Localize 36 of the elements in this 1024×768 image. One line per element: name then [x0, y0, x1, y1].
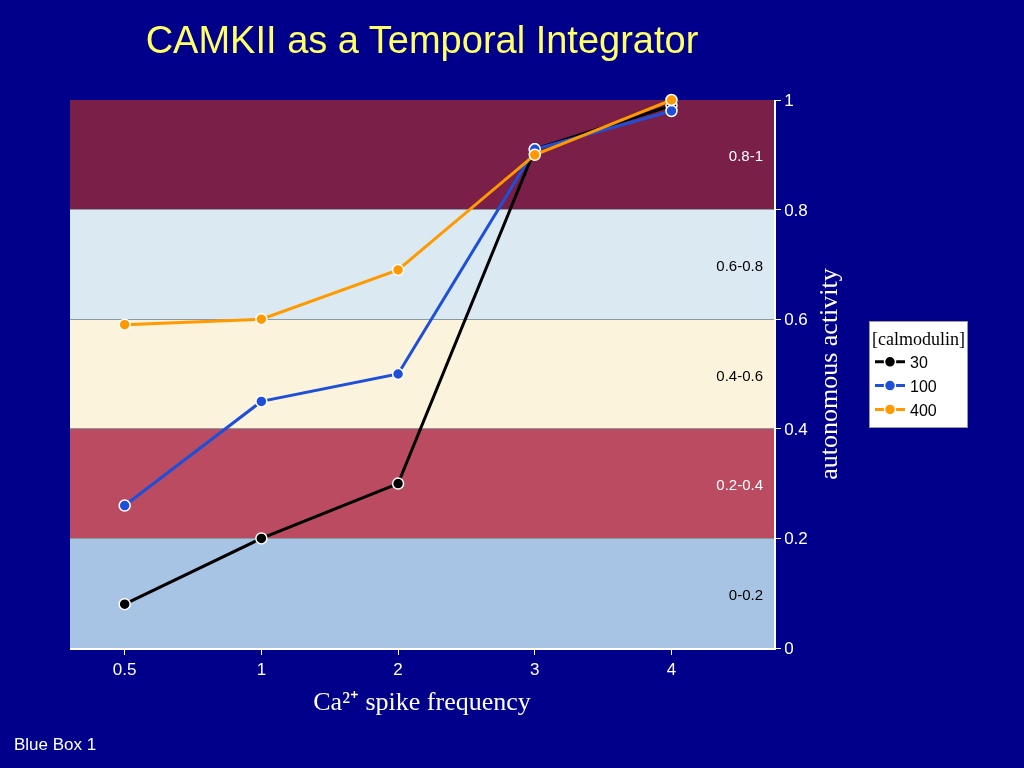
band-label: 0.4-0.6: [716, 366, 763, 384]
text: Blue Box 1: [14, 735, 97, 754]
x-tick-label: 2: [393, 660, 403, 680]
point: [118, 318, 131, 331]
y-tick-label: 0: [784, 638, 794, 658]
point: [528, 148, 542, 162]
legend-label: 30: [910, 354, 928, 372]
y-axis-title: autonomous activity: [813, 268, 843, 480]
band-label: 0-0.2: [728, 585, 763, 603]
x-tick-label: 3: [530, 660, 540, 680]
x-axis-title: Ca²⁺ spike frequency: [313, 687, 531, 717]
point: [118, 597, 131, 611]
point: [255, 532, 268, 545]
chart-title: CAMKII as a Temporal Integrator: [145, 19, 699, 62]
legend-title: [calmodulin]: [872, 328, 965, 349]
band-label: 0.2-0.4: [716, 476, 763, 494]
y-tick-label: 0.4: [784, 419, 808, 439]
point: [391, 477, 405, 490]
legend-label: 400: [910, 401, 937, 419]
point: [255, 395, 268, 408]
band-label: 0.8-1: [728, 147, 763, 165]
x-tick-label: 4: [666, 660, 677, 680]
point: [665, 93, 678, 107]
y-tick-label: 0.2: [784, 529, 808, 549]
legend-label: 100: [910, 377, 937, 395]
point: [665, 104, 678, 118]
point: [391, 367, 405, 381]
point: [391, 263, 405, 277]
y-tick-label: 0.8: [784, 200, 808, 220]
point: [118, 499, 131, 512]
x-tick-label: 0.5: [112, 660, 137, 680]
y-tick-label: 0.6: [784, 310, 808, 330]
x-tick-label: 1: [256, 660, 267, 680]
point: [255, 312, 268, 326]
y-tick-label: 1: [784, 90, 794, 110]
band-label: 0.6-0.8: [716, 256, 763, 274]
